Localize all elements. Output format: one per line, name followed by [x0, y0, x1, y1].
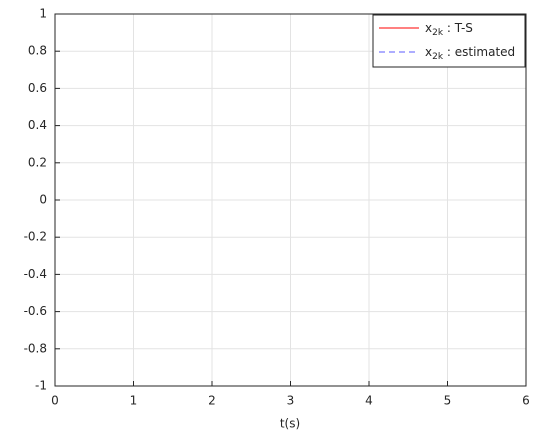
x-tick-label: 1 — [130, 394, 138, 408]
x-tick-label: 4 — [365, 394, 373, 408]
legend-label-part: : T-S — [443, 21, 473, 35]
y-tick-label: 0 — [39, 193, 47, 207]
legend-label: x2k : T-S — [425, 21, 473, 38]
x-tick-label: 2 — [208, 394, 216, 408]
y-tick-label: 1 — [39, 7, 47, 21]
axes-box — [54, 13, 527, 387]
y-tick-label: -0.6 — [24, 304, 47, 318]
legend-label-part: x — [425, 21, 432, 35]
y-tick-label: -0.4 — [24, 267, 47, 281]
x-tick-label: 0 — [51, 394, 59, 408]
legend-label-sub: 2k — [432, 52, 444, 62]
y-tick-label: 0.8 — [28, 44, 47, 58]
x-tick-label: 5 — [444, 394, 452, 408]
legend-box — [372, 14, 526, 68]
y-tick-label: -1 — [35, 379, 47, 393]
y-tick-label: -0.8 — [24, 341, 47, 355]
y-tick-label: -0.2 — [24, 230, 47, 244]
x-tick-label: 6 — [522, 394, 530, 408]
x-axis-label: t(s) — [280, 417, 300, 431]
y-tick-label: 0.4 — [28, 118, 47, 132]
y-tick-label: 0.6 — [28, 81, 47, 95]
legend-label-part: : estimated — [443, 45, 515, 59]
legend-label-part: x — [425, 45, 432, 59]
x-tick-label: 3 — [287, 394, 295, 408]
y-tick-label: 0.2 — [28, 155, 47, 169]
legend-label-sub: 2k — [432, 28, 444, 38]
legend-label: x2k : estimated — [425, 45, 515, 62]
